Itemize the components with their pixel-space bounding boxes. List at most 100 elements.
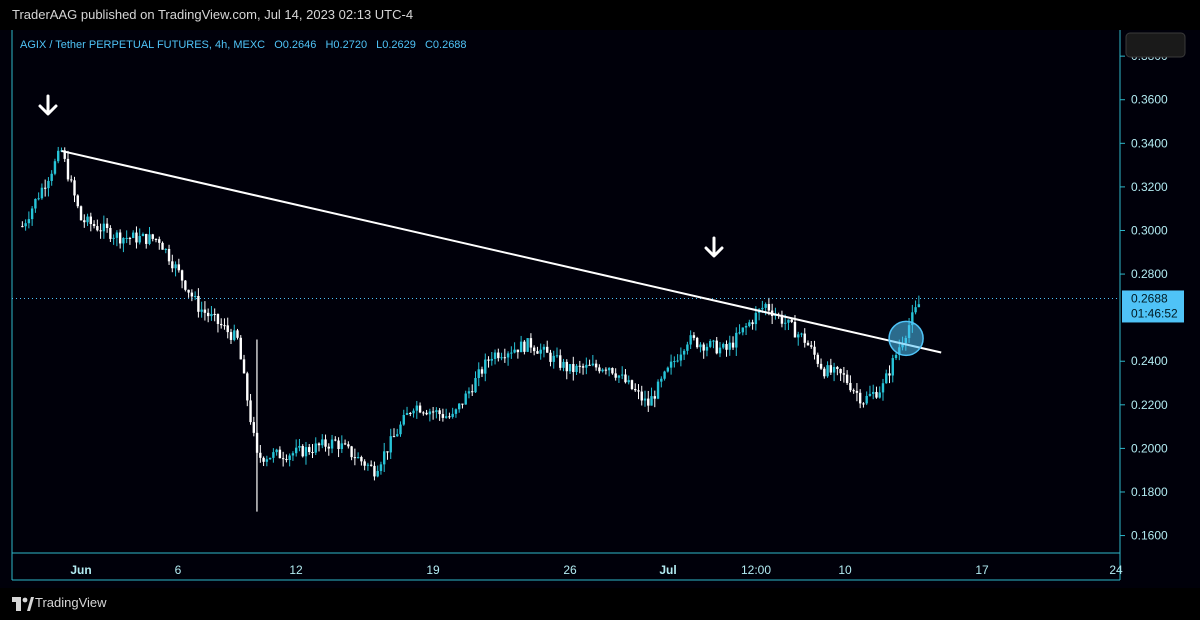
candle-up xyxy=(666,367,670,372)
candle-down xyxy=(813,346,816,355)
candle-up xyxy=(428,411,432,415)
x-tick-label: Jun xyxy=(70,563,91,577)
candle-up xyxy=(591,363,595,366)
candle-down xyxy=(546,346,549,353)
candle-up xyxy=(744,325,748,328)
candle-down xyxy=(347,444,350,447)
candle-down xyxy=(118,232,122,244)
candle-down xyxy=(334,439,337,441)
candle-down xyxy=(725,344,728,350)
settings-button[interactable] xyxy=(1125,32,1186,58)
candle-up xyxy=(562,361,565,368)
candle-down xyxy=(167,248,171,262)
down-arrow-icon[interactable] xyxy=(38,94,58,116)
candle-down xyxy=(350,446,353,458)
candle-up xyxy=(891,358,894,376)
trendline[interactable] xyxy=(61,149,942,354)
candle-down xyxy=(634,389,637,391)
candle-up xyxy=(490,358,493,361)
y-tick-label: 0.2000 xyxy=(1131,441,1168,455)
candle-up xyxy=(268,457,272,460)
candle-down xyxy=(281,458,285,460)
price-chart[interactable]: 0.38000.36000.34000.32000.30000.28000.24… xyxy=(0,0,1200,588)
x-tick-label: 12 xyxy=(289,563,303,577)
breakout-circle[interactable] xyxy=(888,320,924,357)
candle-up xyxy=(673,361,676,363)
publish-header: TraderAAG published on TradingView.com, … xyxy=(0,0,1200,30)
tradingview-logo-icon[interactable] xyxy=(12,597,34,611)
candle-up xyxy=(164,248,167,250)
candle-down xyxy=(236,330,239,338)
candle-up xyxy=(102,223,106,232)
brand-name[interactable]: TradingView xyxy=(35,595,107,610)
candle-down xyxy=(806,342,810,346)
candle-up xyxy=(881,383,885,393)
candle-down xyxy=(21,226,24,228)
candle-down xyxy=(353,457,357,459)
candle-up xyxy=(872,391,875,394)
candle-down xyxy=(187,289,190,293)
candle-down xyxy=(624,374,627,383)
x-tick-label: 19 xyxy=(426,563,440,577)
candle-up xyxy=(193,295,197,297)
candle-down xyxy=(109,227,112,239)
y-tick-label: 0.1600 xyxy=(1131,529,1168,543)
candle-down xyxy=(529,338,533,348)
chart-background xyxy=(0,30,1200,588)
candle-up xyxy=(669,361,673,368)
candle-up xyxy=(30,208,34,220)
candle-up xyxy=(200,309,203,312)
candle-down xyxy=(598,367,601,372)
candle-up xyxy=(304,447,308,457)
candle-down xyxy=(845,374,849,383)
candle-down xyxy=(503,357,507,359)
candle-down xyxy=(819,363,823,369)
candle-up xyxy=(356,457,360,459)
down-arrow-icon[interactable] xyxy=(704,236,724,258)
candle-down xyxy=(79,206,83,221)
candle-down xyxy=(565,361,568,372)
candle-up xyxy=(682,350,686,355)
candle-up xyxy=(24,223,27,227)
candle-down xyxy=(855,390,859,393)
candle-down xyxy=(438,410,441,415)
candle-down xyxy=(702,344,705,351)
legend-open: O0.2646 xyxy=(274,39,316,51)
x-tick-label: Jul xyxy=(659,563,676,577)
candle-down xyxy=(180,270,184,281)
candle-down xyxy=(246,373,249,401)
candle-down xyxy=(242,359,246,374)
candle-up xyxy=(656,381,660,399)
candle-down xyxy=(572,364,575,372)
candle-up xyxy=(676,360,679,362)
candle-up xyxy=(174,264,177,269)
candle-down xyxy=(715,340,718,354)
candle-down xyxy=(216,314,220,324)
candle-up xyxy=(47,180,50,189)
candle-down xyxy=(220,323,223,326)
candle-up xyxy=(764,304,767,308)
candle-up xyxy=(451,413,454,417)
candle-down xyxy=(523,341,526,352)
y-tick-label: 0.3400 xyxy=(1131,136,1168,150)
candle-down xyxy=(536,351,539,354)
legend-high: H0.2720 xyxy=(325,39,367,51)
time-axis[interactable]: Jun 6 12 19 26 Jul 12:00 10 17 24 xyxy=(70,563,1123,577)
candle-up xyxy=(376,470,379,477)
candle-up xyxy=(399,424,402,435)
candle-down xyxy=(823,368,826,377)
candle-down xyxy=(392,436,396,438)
candle-up xyxy=(585,364,588,368)
candle-down xyxy=(875,391,878,398)
candle-up xyxy=(761,307,764,310)
candle-up xyxy=(294,447,298,454)
candle-down xyxy=(96,226,99,231)
candle-up xyxy=(477,369,480,379)
candle-down xyxy=(373,465,376,477)
legend-low: L0.2629 xyxy=(376,39,416,51)
candle-up xyxy=(122,237,125,244)
candle-down xyxy=(184,280,187,290)
candle-down xyxy=(780,314,784,324)
candle-down xyxy=(767,304,771,311)
candle-up xyxy=(444,416,448,418)
